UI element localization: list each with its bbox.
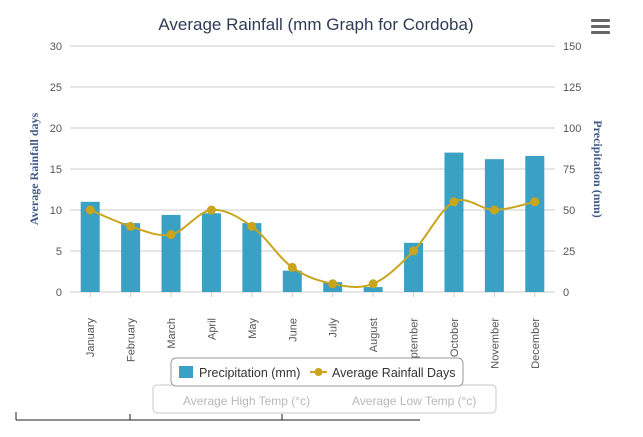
right-tick-label: 125 xyxy=(563,82,581,94)
rainfall-days-point[interactable] xyxy=(328,279,338,289)
right-tick-label: 150 xyxy=(563,41,581,53)
rainfall-days-line xyxy=(85,197,540,289)
x-tick-label: May xyxy=(247,318,259,339)
precipitation-bar[interactable] xyxy=(201,213,221,292)
right-tick-label: 100 xyxy=(563,123,581,135)
x-tick-label: April xyxy=(206,318,218,340)
left-tick-label: 0 xyxy=(56,287,62,299)
rainfall-days-point[interactable] xyxy=(449,197,459,207)
right-tick-label: 25 xyxy=(563,246,575,258)
rainfall-days-point[interactable] xyxy=(166,230,176,240)
precipitation-bars xyxy=(80,152,545,292)
rainfall-days-point[interactable] xyxy=(530,197,540,207)
left-tick-label: 5 xyxy=(56,246,62,258)
legend-item-rainfall-days[interactable]: Average Rainfall Days xyxy=(310,366,455,380)
rainfall-days-point[interactable] xyxy=(287,262,297,272)
right-tick-label: 75 xyxy=(563,164,575,176)
precipitation-bar[interactable] xyxy=(80,201,100,292)
x-tick-label: March xyxy=(166,318,178,349)
x-tick-label: November xyxy=(489,318,501,369)
legend-high-temp: Average High Temp (°c) xyxy=(183,394,310,408)
legend-precipitation-label: Precipitation (mm) xyxy=(199,366,300,380)
rainfall-days-point[interactable] xyxy=(85,205,95,215)
right-tick-label: 50 xyxy=(563,205,575,217)
precipitation-bar[interactable] xyxy=(282,270,302,292)
left-tick-label: 10 xyxy=(50,205,62,217)
left-tick-label: 30 xyxy=(50,41,62,53)
chart-title: Average Rainfall (mm Graph for Cordoba) xyxy=(158,15,473,34)
precipitation-bar[interactable] xyxy=(363,287,383,292)
gridlines xyxy=(70,45,555,293)
precipitation-bar[interactable] xyxy=(484,159,504,292)
x-tick-label: August xyxy=(368,318,380,352)
left-tick-label: 15 xyxy=(50,164,62,176)
legend-dot-swatch xyxy=(314,368,323,376)
x-tick-label: December xyxy=(530,318,542,369)
x-tick-label: January xyxy=(85,318,97,358)
precipitation-bar[interactable] xyxy=(444,152,464,292)
left-tick-label: 20 xyxy=(50,123,62,135)
legend-low-temp: Average Low Temp (°c) xyxy=(352,394,476,408)
rainfall-days-point[interactable] xyxy=(368,279,378,289)
x-axis-ticks: January February March April May June July Augu… xyxy=(85,292,542,372)
bottom-ruler xyxy=(15,412,420,421)
rainfall-days-point[interactable] xyxy=(247,221,257,231)
left-tick-label: 25 xyxy=(50,82,62,94)
left-axis-ticks: 0 5 10 15 20 25 30 xyxy=(50,41,62,299)
right-axis-ticks: 0 25 50 75 100 125 150 xyxy=(563,41,581,299)
rainfall-days-path xyxy=(89,199,536,288)
precipitation-bar[interactable] xyxy=(121,223,141,292)
rainfall-days-point[interactable] xyxy=(126,221,136,231)
precipitation-bar[interactable] xyxy=(525,155,545,292)
left-axis-title: Average Rainfall days xyxy=(27,112,41,225)
menu-icon[interactable] xyxy=(591,19,610,34)
x-tick-label: June xyxy=(287,318,299,342)
rainfall-days-point[interactable] xyxy=(206,205,216,215)
right-tick-label: 0 xyxy=(563,287,569,299)
hidden-legend: Average High Temp (°c) Average Low Temp … xyxy=(152,384,497,414)
legend-rainfall-days-label: Average Rainfall Days xyxy=(332,366,455,380)
legend: Precipitation (mm) Average Rainfall Days xyxy=(170,357,464,387)
precipitation-bar[interactable] xyxy=(242,223,262,292)
legend-bar-swatch xyxy=(179,366,193,378)
x-tick-label: February xyxy=(126,318,138,363)
x-tick-label: October xyxy=(449,318,461,357)
rainfall-days-point[interactable] xyxy=(409,246,419,256)
x-tick-label: July xyxy=(328,318,340,338)
right-axis-title: Precipitation (mm) xyxy=(591,120,605,217)
rainfall-days-point[interactable] xyxy=(489,205,499,215)
legend-item-precipitation[interactable]: Precipitation (mm) xyxy=(179,366,300,380)
precipitation-bar[interactable] xyxy=(161,214,181,292)
